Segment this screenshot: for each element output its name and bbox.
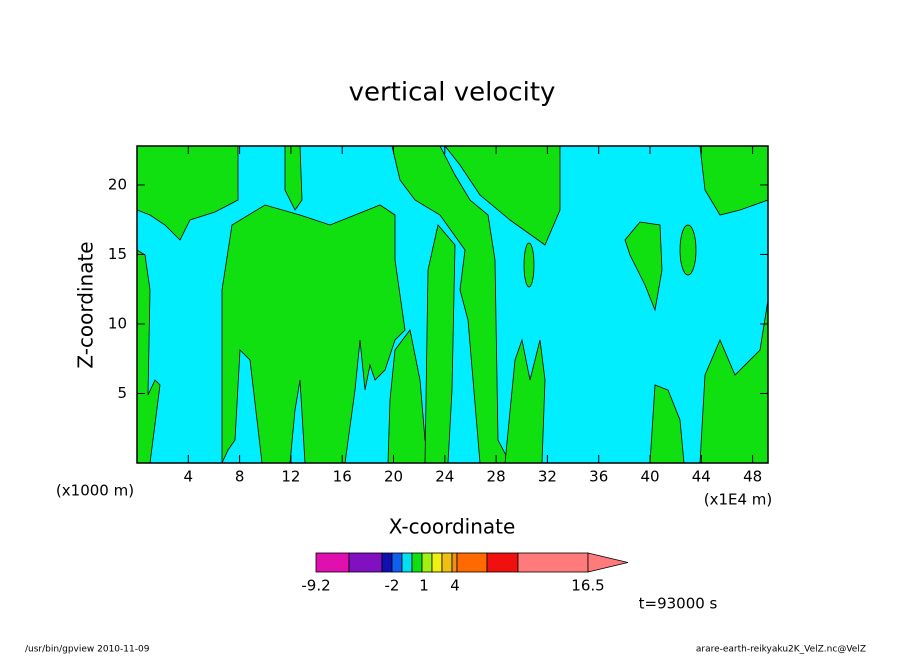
colorbar-segment [315,552,350,573]
colorbar-label: -9.2 [301,577,330,595]
x-tick-label: 20 [384,468,403,486]
colorbar-segment [431,552,443,573]
x-axis-label: X-coordinate [389,515,516,539]
contour-regions [136,145,769,464]
colorbar-segment [517,552,589,573]
time-label: t=93000 s [639,595,718,613]
x-tick-label: 12 [281,468,300,486]
contour-field [136,145,769,464]
x-tick-label: 24 [435,468,454,486]
plot-frame [136,145,769,464]
x-tick-label: 32 [538,468,557,486]
x-tick-label: 8 [235,468,245,486]
x-tick-label: 36 [589,468,608,486]
y-tick-label: 15 [108,245,127,263]
colorbar-segment [391,552,403,573]
colorbar-extension [587,552,629,573]
colorbar-segment [411,552,423,573]
x-tick-label: 44 [692,468,711,486]
y-tick-label: 5 [117,384,127,402]
x-tick-label: 28 [487,468,506,486]
chart-title: vertical velocity [349,78,556,108]
colorbar-segment [456,552,488,573]
colorbar-label: 16.5 [571,577,604,595]
x-unit-note: (x1000 m) [56,482,134,500]
y-tick-label: 20 [108,175,127,193]
colorbar-segment [486,552,519,573]
y-axis-label: Z-coordinate [74,241,98,368]
x-tick-label: 40 [640,468,659,486]
colorbar-segment [441,552,453,573]
colorbar-segment [421,552,433,573]
colorbar-segment [381,552,393,573]
footer-right: arare-earth-reikyaku2K_VelZ.nc@VelZ [696,645,866,655]
colorbar-segment [451,552,458,573]
y-tick-label: 10 [108,314,127,332]
footer-left: /usr/bin/gpview 2010-11-09 [25,645,150,655]
colorbar-label: 1 [419,577,429,595]
colorbar-segment [348,552,383,573]
x-tick-label: 48 [743,468,762,486]
colorbar-segment [401,552,413,573]
x-tick-label: 16 [333,468,352,486]
colorbar-label: -2 [385,577,400,595]
colorbar-label: 4 [450,577,460,595]
x-tick-label: 4 [184,468,194,486]
x-scale-note: (x1E4 m) [704,491,773,509]
